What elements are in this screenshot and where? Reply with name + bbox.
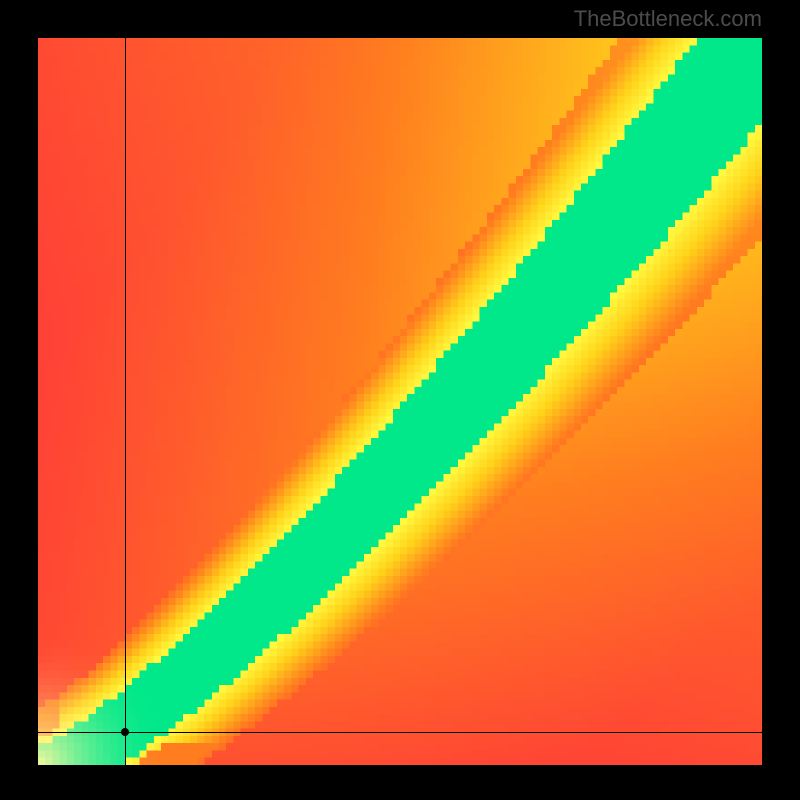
marker-point — [121, 728, 129, 736]
heatmap-plot-area — [38, 38, 762, 765]
heatmap-canvas — [38, 38, 762, 765]
watermark-text: TheBottleneck.com — [574, 6, 762, 32]
crosshair-vertical — [125, 38, 126, 765]
crosshair-horizontal — [38, 732, 762, 733]
